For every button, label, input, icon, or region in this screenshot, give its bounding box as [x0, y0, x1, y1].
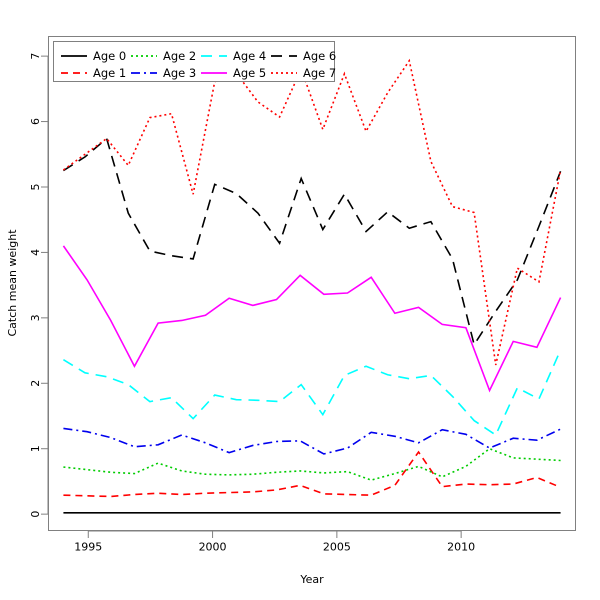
- series-line-age-3: [63, 427, 561, 455]
- y-tick-label: 4: [29, 249, 42, 256]
- series-line-age-2: [63, 447, 561, 481]
- series-line-age-4: [63, 349, 562, 437]
- legend-label-age-3[interactable]: Age 3: [163, 66, 196, 80]
- legend-label-age-0[interactable]: Age 0: [93, 49, 126, 63]
- series-line-age-7: [62, 58, 562, 366]
- legend-label-age-1[interactable]: Age 1: [93, 66, 126, 80]
- series-group: [62, 58, 562, 514]
- x-tick-label: 2005: [323, 541, 351, 554]
- y-axis-title: Catch mean weight: [6, 229, 19, 337]
- y-tick-label: 2: [29, 380, 42, 387]
- y-tick-label: 1: [29, 445, 42, 452]
- y-tick-label: 3: [29, 314, 42, 321]
- series-line-age-1: [63, 450, 561, 498]
- series-line-age-5: [62, 245, 562, 393]
- y-tick-label: 7: [29, 53, 42, 60]
- legend-label-age-5[interactable]: Age 5: [233, 66, 266, 80]
- legend-label-age-4[interactable]: Age 4: [233, 49, 266, 63]
- chart-legend[interactable]: Age 0 Age 1 Age 2 Age 3 Age 4 Age 5 Age 6 Age 7: [53, 41, 337, 82]
- legend-label-age-7[interactable]: Age 7: [303, 66, 336, 80]
- y-tick-label: 6: [29, 118, 42, 125]
- x-tick-label: 1995: [74, 541, 102, 554]
- legend-label-age-2[interactable]: Age 2: [163, 49, 196, 63]
- y-tick-label: 5: [29, 183, 42, 190]
- legend-box: [53, 41, 335, 82]
- plot-frame: [48, 36, 576, 531]
- x-tick-label: 2000: [199, 541, 227, 554]
- y-axis: 0 1 2 3 4 5 6 7: [29, 53, 49, 518]
- y-tick-label: 0: [29, 511, 42, 518]
- legend-label-age-6[interactable]: Age 6: [303, 49, 336, 63]
- x-axis: 1995 2000 2005 2010: [74, 530, 475, 554]
- series-line-age-6: [62, 137, 562, 347]
- x-axis-title: Year: [299, 573, 324, 586]
- x-tick-label: 2010: [447, 541, 475, 554]
